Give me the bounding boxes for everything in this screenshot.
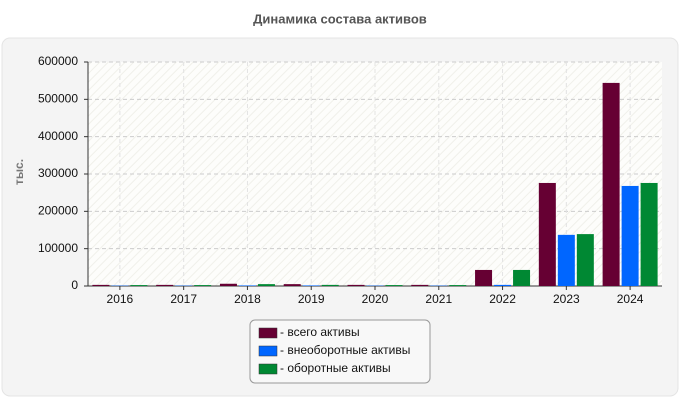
bar [494,284,512,286]
x-tick-label: 2024 [617,292,644,306]
bar [257,284,275,286]
y-tick-label: 100000 [38,241,78,255]
legend-label: - оборотные активы [280,361,391,375]
x-tick-label: 2017 [170,292,197,306]
y-axis-label: тыс. [12,159,26,185]
y-tick-label: 0 [71,278,78,292]
bar [385,285,403,286]
x-tick-label: 2023 [553,292,580,306]
y-tick-label: 600000 [38,54,78,68]
x-tick-label: 2018 [234,292,261,306]
bar [411,284,429,286]
x-tick-label: 2020 [362,292,389,306]
bar [194,285,212,286]
legend-swatch [258,363,278,375]
x-tick-label: 2016 [107,292,134,306]
x-tick-label: 2019 [298,292,325,306]
bar [130,285,148,286]
bar [92,284,110,286]
y-tick-label: 200000 [38,204,78,218]
bar [602,82,620,286]
bar [621,185,639,286]
bar [475,269,493,286]
bar [238,285,256,286]
bar [513,269,531,286]
bar [576,234,594,286]
chart-title: Динамика состава активов [253,11,427,26]
bar [538,182,556,286]
bar [449,285,467,286]
bar [640,182,658,286]
bar [219,283,237,286]
legend [249,319,431,384]
legend-swatch [258,345,278,357]
y-tick-label: 400000 [38,129,78,143]
bar [302,285,320,286]
x-tick-label: 2021 [425,292,452,306]
y-tick-label: 300000 [38,166,78,180]
bar [321,284,339,286]
bar [557,234,575,286]
x-tick-label: 2022 [489,292,516,306]
y-tick-label: 500000 [38,92,78,106]
bar [283,284,301,286]
legend-swatch [258,327,278,339]
legend-label: - внеоборотные активы [280,343,410,357]
legend-label: - всего активы [280,325,360,339]
bar [156,284,174,286]
bar [347,284,365,286]
